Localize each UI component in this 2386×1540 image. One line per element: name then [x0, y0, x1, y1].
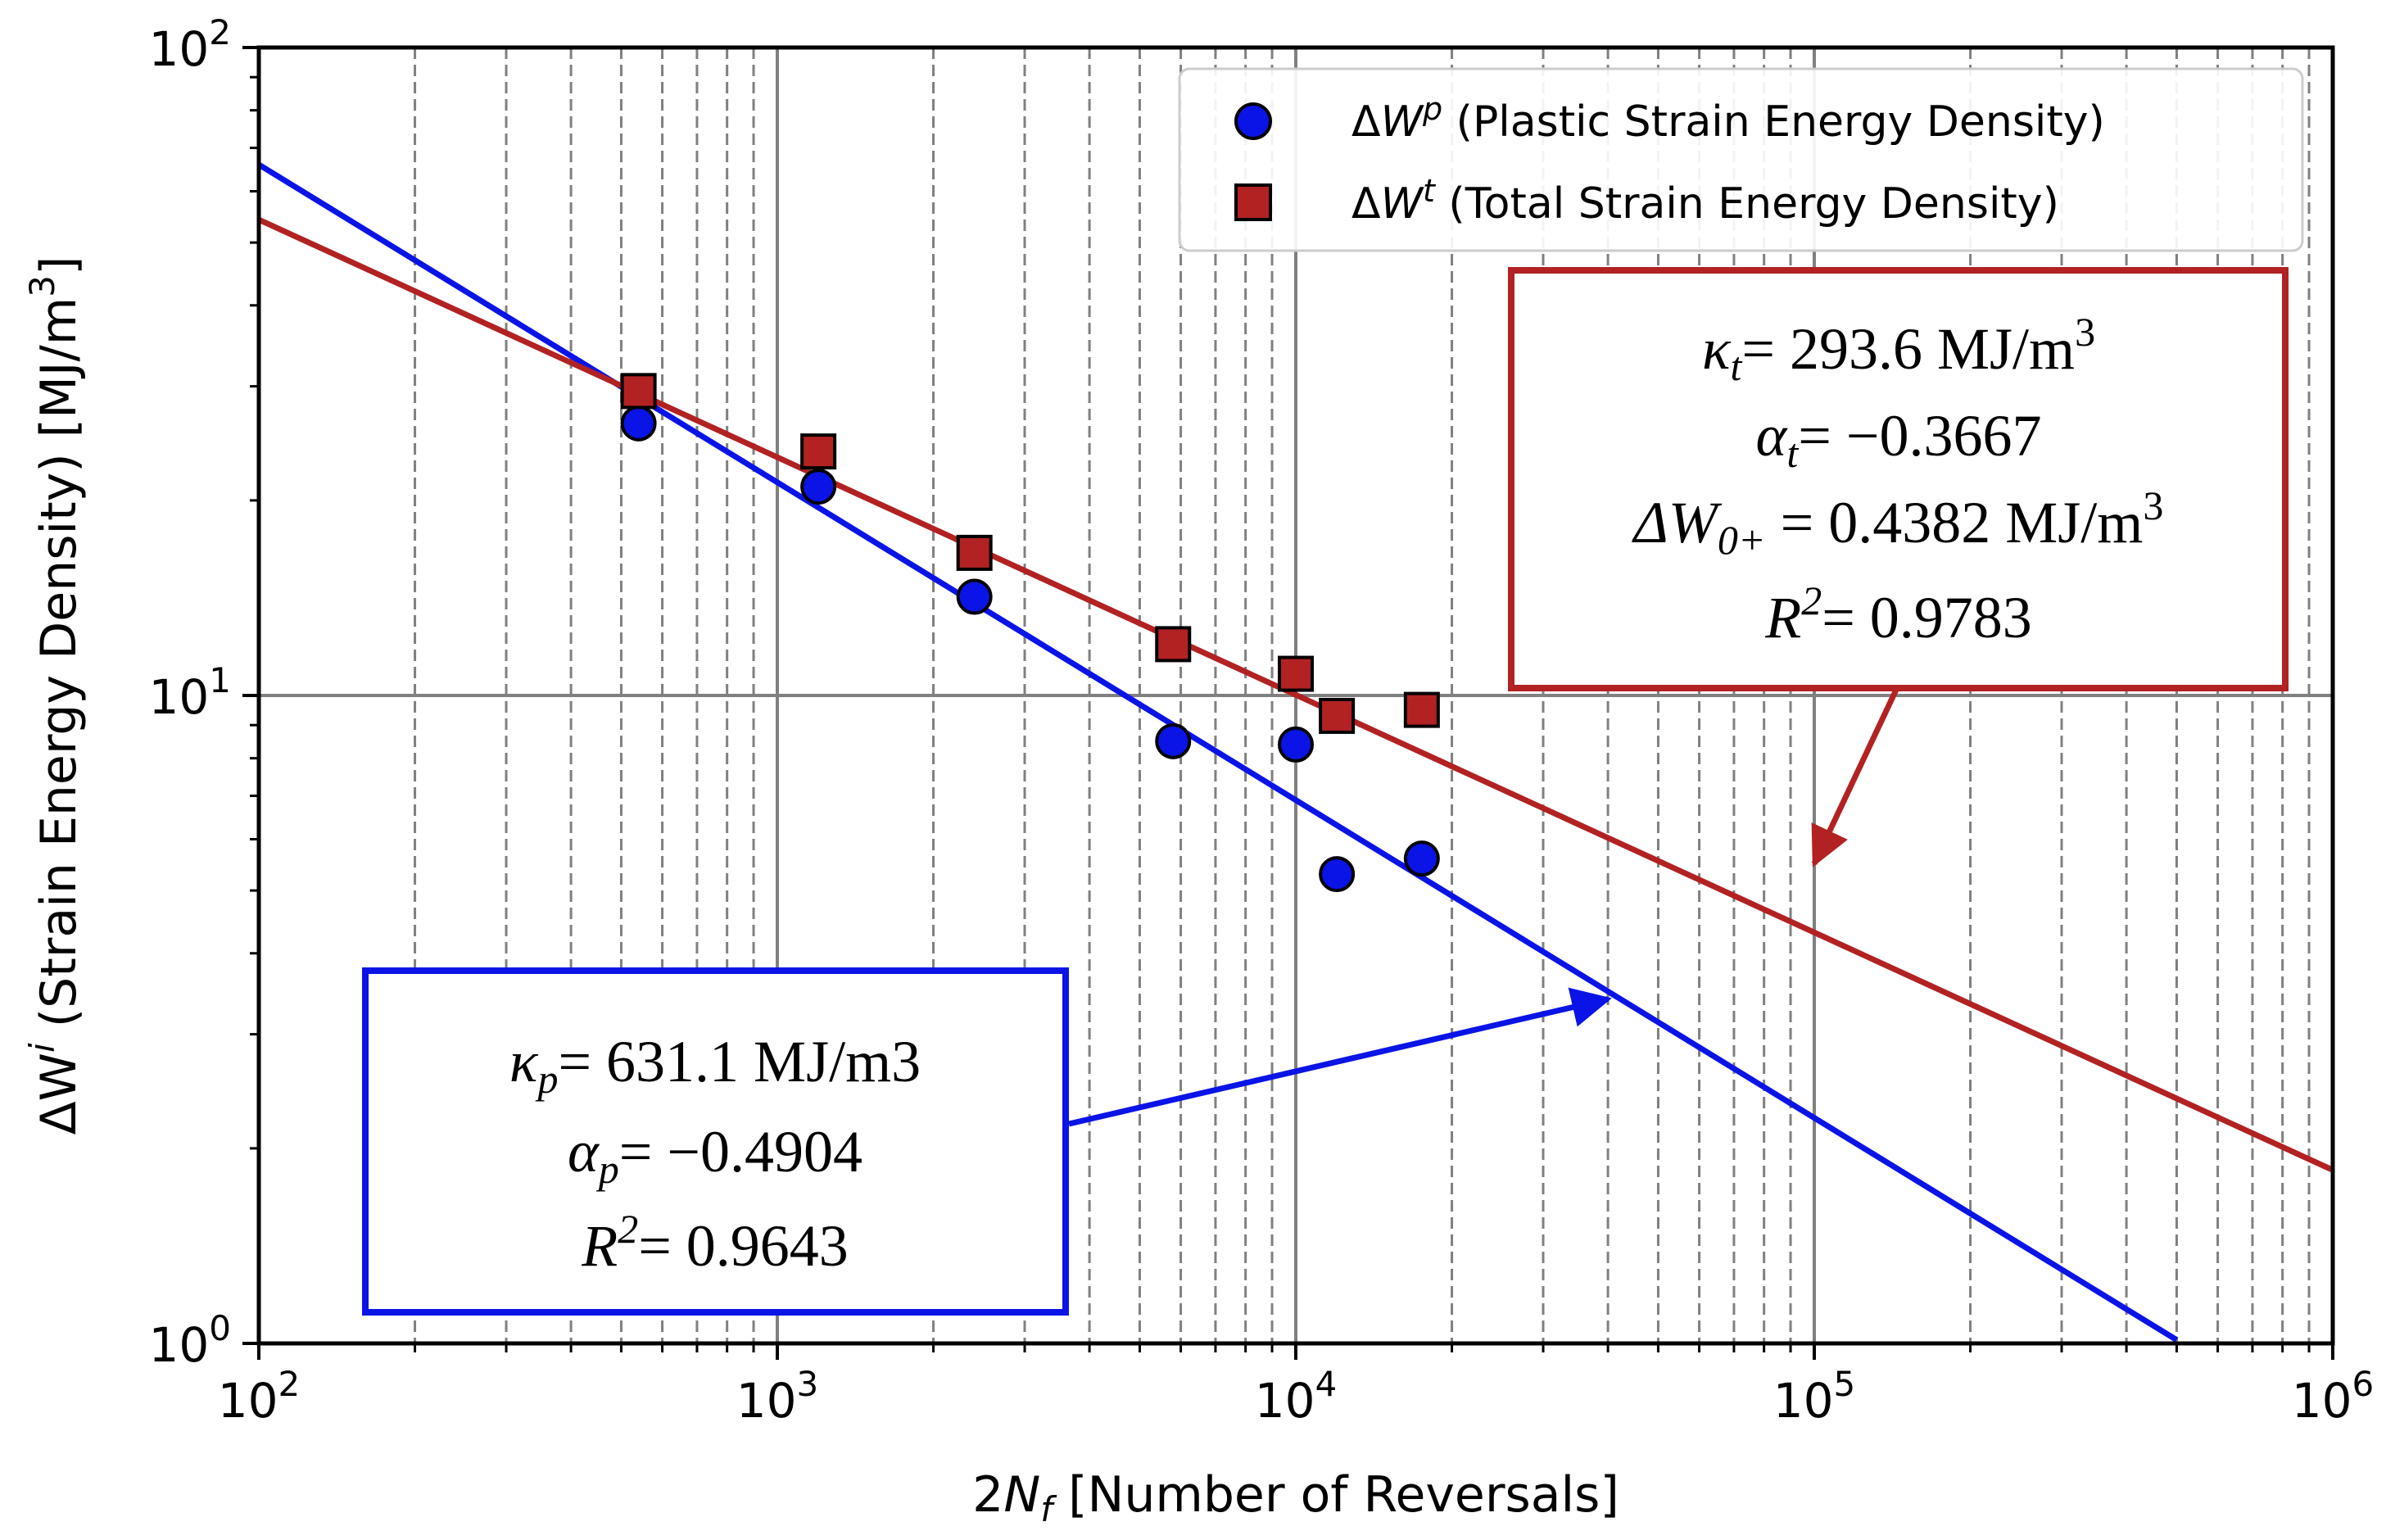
plastic-data-point: [620, 405, 657, 442]
plastic-data-point: [956, 578, 993, 615]
data-points: [620, 373, 1440, 893]
annotation-plastic-box: [362, 967, 1069, 1316]
total-data-point: [956, 534, 993, 571]
y-tick-label: 102: [148, 12, 231, 77]
axis-ticks: [242, 46, 2334, 1360]
annotation-total-w0: ΔW0+ = 0.4382 MJ/m3: [1632, 482, 2164, 563]
plastic-fit-line: [259, 161, 2179, 1343]
legend-marker-plastic: [1234, 102, 1272, 140]
y-tick-label: 100: [148, 1308, 231, 1373]
annotation-plastic: κp= 631.1 MJ/m3 αp= −0.4904 R2= 0.9643: [362, 967, 1069, 1316]
total-data-point: [1319, 697, 1356, 734]
annotation-total: κt= 293.6 MJ/m3 αt= −0.3667 ΔW0+ = 0.438…: [1508, 267, 2289, 691]
x-axis-label: 2Nf [Number of Reversals]: [972, 1466, 1619, 1529]
legend-marker-total: [1234, 183, 1272, 221]
plastic-data-point: [1403, 840, 1440, 877]
fit-lines: [259, 161, 2333, 1343]
x-tick-label: 104: [1255, 1364, 1338, 1429]
legend-label-total: ΔWt (Total Strain Energy Density): [1351, 173, 2059, 229]
annotation-plastic-arrow: [1068, 987, 1612, 1127]
annotation-total-alpha: αt= −0.3667: [1756, 403, 2042, 476]
plastic-data-point: [1155, 722, 1192, 759]
total-data-point: [800, 433, 837, 470]
x-tick-label: 105: [1773, 1364, 1856, 1429]
annotation-plastic-r2: R2= 0.9643: [581, 1206, 849, 1279]
total-data-point: [1278, 655, 1314, 692]
plastic-data-point: [800, 469, 837, 505]
total-fit-line: [259, 216, 2333, 1173]
total-data-point: [620, 373, 657, 410]
annotation-total-r2: R2= 0.9783: [1764, 578, 2032, 650]
annotation-plastic-alpha: αp= −0.4904: [568, 1119, 862, 1192]
total-data-point: [1403, 691, 1440, 728]
legend: ΔWp (Plastic Strain Energy Density) ΔWt …: [1178, 67, 2304, 252]
annotation-total-arrow: [1811, 688, 1899, 867]
x-tick-label: 103: [736, 1364, 819, 1429]
grid-lines: [259, 48, 2333, 1343]
y-axis-label: ΔWi (Strain Energy Density) [MJ/m3]: [22, 256, 88, 1135]
plastic-data-point: [1319, 856, 1356, 893]
total-data-point: [1155, 626, 1192, 663]
y-tick-labels: 100 101 102: [148, 12, 231, 1373]
legend-label-plastic: ΔWp (Plastic Strain Energy Density): [1351, 91, 2105, 147]
plastic-data-point: [1278, 726, 1314, 763]
x-tick-label: 106: [2292, 1364, 2375, 1429]
x-tick-labels: 102 103 104 105 106: [218, 1364, 2375, 1429]
legend-frame: [1178, 67, 2304, 252]
annotation-plastic-kappa: κp= 631.1 MJ/m3: [509, 1029, 921, 1102]
x-tick-label: 102: [218, 1364, 301, 1429]
annotation-arrows: [1068, 688, 1899, 1127]
annotation-total-box: [1508, 267, 2289, 691]
annotation-total-kappa: κt= 293.6 MJ/m3: [1702, 309, 2095, 389]
y-tick-label: 101: [148, 660, 231, 725]
